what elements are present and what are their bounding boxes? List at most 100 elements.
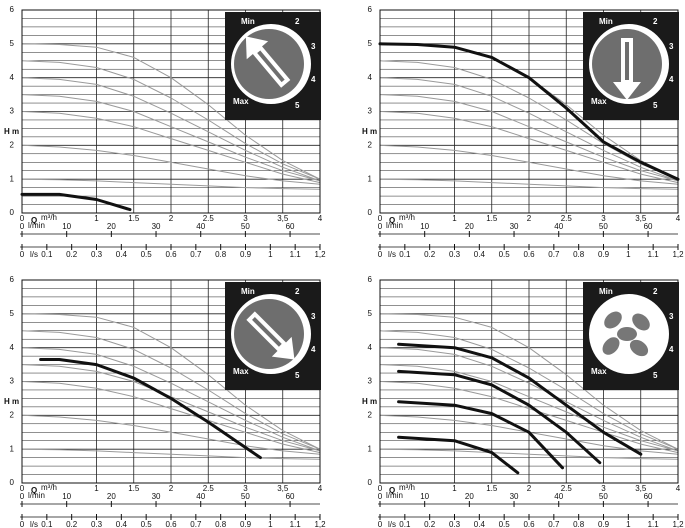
x3-tick-label: 0.1 xyxy=(41,250,53,259)
dial-pattern xyxy=(617,327,637,341)
x3-tick-label: 0.1 xyxy=(41,520,53,528)
x3-tick-label: 0.5 xyxy=(141,250,153,259)
y-tick-label: 2 xyxy=(368,140,373,149)
x3-tick-label: 0 xyxy=(378,250,383,259)
dial-label: Max xyxy=(233,367,249,376)
x3-tick-label: 0.6 xyxy=(165,520,177,528)
x3-tick-label: 0.5 xyxy=(141,520,153,528)
x2-tick-label: 40 xyxy=(196,222,205,231)
x3-tick-label: 0.9 xyxy=(598,250,610,259)
x-axis-label: Q xyxy=(389,486,395,495)
dial-label: 4 xyxy=(311,345,316,354)
x2-tick-label: 60 xyxy=(644,222,653,231)
x-tick-label: 1 xyxy=(94,214,99,223)
x2-tick-label: 50 xyxy=(599,492,608,501)
x-tick-label: 2 xyxy=(169,214,174,223)
dial-label: 4 xyxy=(669,345,674,354)
x2-tick-label: 60 xyxy=(644,492,653,501)
x-tick-label: 1 xyxy=(94,484,99,493)
x-tick-label: 1 xyxy=(452,214,457,223)
y-axis-label: H m xyxy=(362,397,377,406)
dial-label: Min xyxy=(241,17,255,26)
y-tick-label: 0 xyxy=(368,208,373,217)
curve xyxy=(379,178,679,190)
y-axis-label: H m xyxy=(362,127,377,136)
curve xyxy=(379,111,679,184)
dial-label: 4 xyxy=(669,75,674,84)
y-tick-label: 3 xyxy=(10,377,15,386)
dial-pattern xyxy=(629,339,649,357)
x-tick-label: 3 xyxy=(243,214,248,223)
x2-tick-label: 40 xyxy=(554,492,563,501)
x-tick-label: 3,5 xyxy=(277,484,289,493)
y-tick-label: 4 xyxy=(10,343,15,352)
x3-tick-label: 0.1 xyxy=(399,520,411,528)
x-tick-label: 2 xyxy=(527,214,532,223)
y-tick-label: 2 xyxy=(368,410,373,419)
curve xyxy=(21,60,321,180)
dial-label: 2 xyxy=(653,287,658,296)
x-tick-label: 3,5 xyxy=(277,214,289,223)
dial-label: 5 xyxy=(295,371,300,380)
x3-tick-label: 1,2 xyxy=(672,520,684,528)
y-tick-label: 5 xyxy=(368,39,373,48)
x3-tick-label: 0.6 xyxy=(165,250,177,259)
x2-tick-label: 10 xyxy=(62,492,71,501)
arrow-slot xyxy=(625,42,629,80)
x3-tick-label: 0 xyxy=(378,520,383,528)
x3-tick-label: 1 xyxy=(626,520,631,528)
x2-tick-label: 10 xyxy=(62,222,71,231)
y-tick-label: 5 xyxy=(368,309,373,318)
curve xyxy=(21,94,321,182)
curve xyxy=(397,400,564,470)
x2-tick-label: 40 xyxy=(554,222,563,231)
y-tick-label: 4 xyxy=(368,73,373,82)
dial: Min 2 3 4 Max 5 xyxy=(225,12,321,120)
curve xyxy=(21,381,321,454)
x-tick-label: 3,5 xyxy=(635,484,647,493)
curve xyxy=(21,347,321,452)
arrow-head xyxy=(245,36,269,60)
x-unit-label: m³/h xyxy=(41,213,57,222)
curve xyxy=(21,178,321,190)
dial-label: Max xyxy=(591,97,607,106)
x-tick-label: 3,5 xyxy=(635,214,647,223)
dial-label: 3 xyxy=(311,312,316,321)
x-tick-label: 1.5 xyxy=(486,484,498,493)
dial-dot xyxy=(664,85,670,91)
x-tick-label: 2.5 xyxy=(561,214,573,223)
curve xyxy=(379,313,679,450)
x3-tick-label: 1.1 xyxy=(290,250,302,259)
x3-tick-label: 0.4 xyxy=(116,250,128,259)
x-unit-label: m³/h xyxy=(399,213,415,222)
x2-tick-label: 10 xyxy=(420,222,429,231)
x-axis-label: Q xyxy=(31,486,37,495)
curve xyxy=(379,347,679,452)
x2-tick-label: 0 xyxy=(20,492,25,501)
arrow-head xyxy=(271,336,295,360)
x3-tick-label: 0.4 xyxy=(474,250,486,259)
x3-tick-label: 0.6 xyxy=(523,250,535,259)
x-axis-label: Q xyxy=(31,216,37,225)
x3-tick-label: 0.7 xyxy=(190,520,202,528)
curve xyxy=(397,369,602,465)
x3-tick-label: 0.3 xyxy=(91,520,103,528)
x3-tick-label: 0.2 xyxy=(66,250,78,259)
y-tick-label: 2 xyxy=(10,140,15,149)
dial-label: Max xyxy=(591,367,607,376)
x3-tick-label: 1,2 xyxy=(314,250,326,259)
x-tick-label: 3 xyxy=(243,484,248,493)
dial-arrow xyxy=(245,36,291,88)
y-tick-label: 2 xyxy=(10,410,15,419)
curve xyxy=(21,77,321,182)
curve xyxy=(379,448,679,460)
dial-label: 3 xyxy=(311,42,316,51)
dial-label: Min xyxy=(241,287,255,296)
x3-tick-label: 1 xyxy=(268,250,273,259)
x3-tick-label: 0.2 xyxy=(424,250,436,259)
x3-tick-label: 0.6 xyxy=(523,520,535,528)
x3-tick-label: 0.5 xyxy=(499,520,511,528)
curve xyxy=(21,448,321,460)
